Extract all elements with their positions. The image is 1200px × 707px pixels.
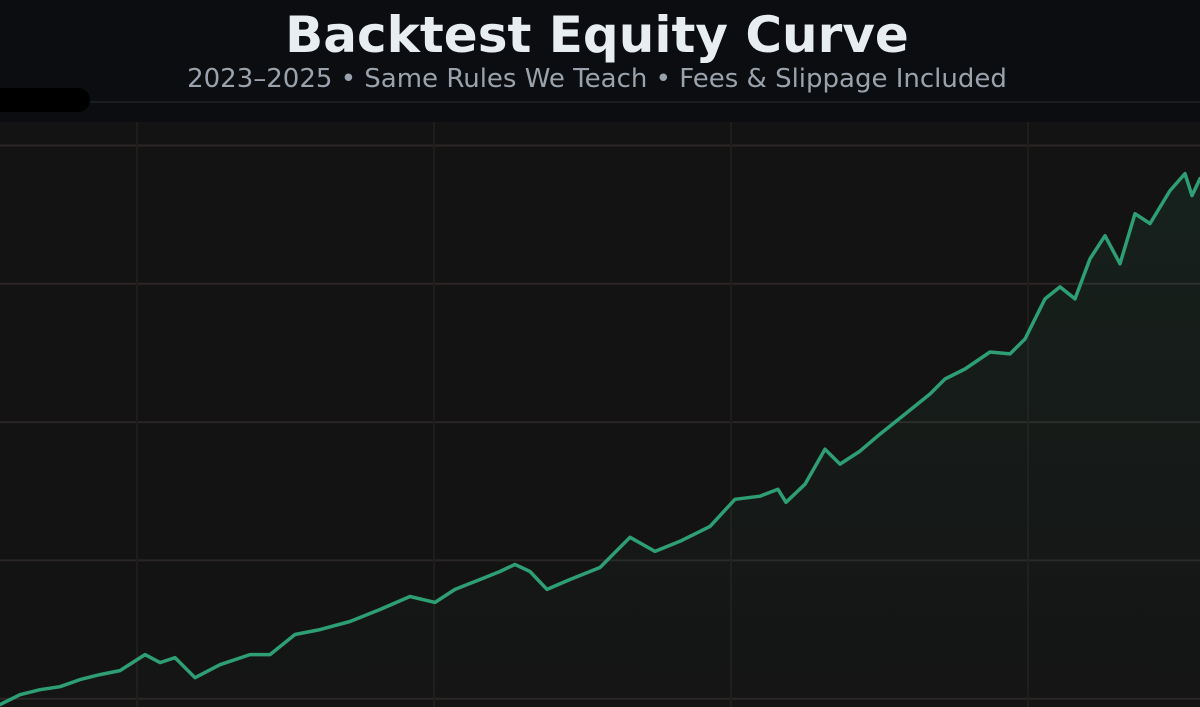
area [0, 173, 1200, 707]
plot [0, 171, 1200, 707]
chart-subtitle: 2023–2025 • Same Rules We Teach • Fees &… [187, 64, 1007, 94]
line [0, 171, 1200, 707]
chart-title: Backtest Equity Curve [285, 6, 909, 64]
pill [0, 88, 90, 112]
